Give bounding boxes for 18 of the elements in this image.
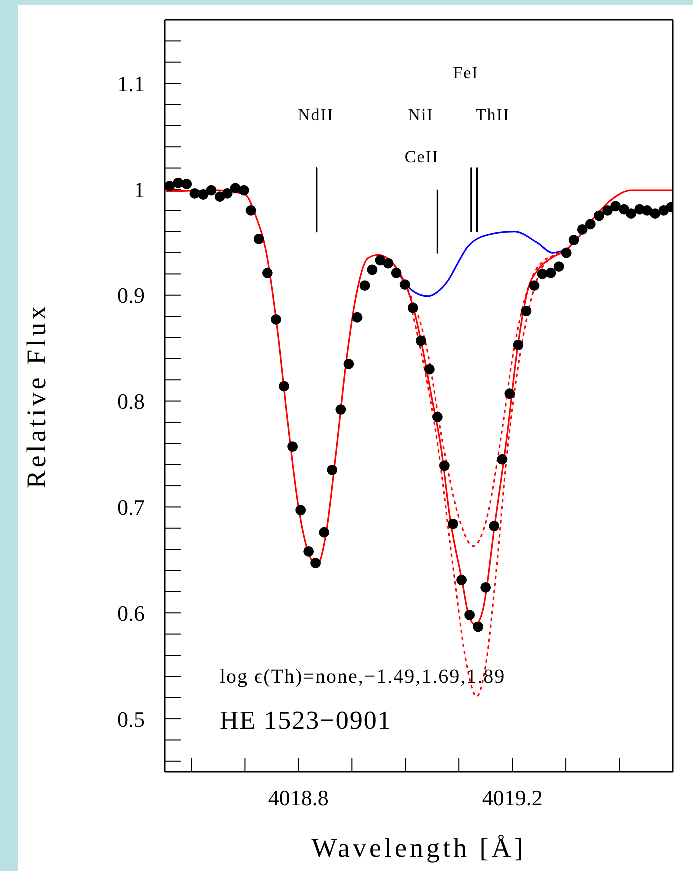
y-tick-label: 0.9 xyxy=(118,283,145,308)
x-tick-label: 4018.8 xyxy=(268,786,329,811)
annotation: HE 1523−0901 xyxy=(220,706,392,735)
y-tick-label: 0.5 xyxy=(118,706,145,732)
y-tick-label: 1.1 xyxy=(118,71,145,96)
annotation: NdII xyxy=(298,106,334,124)
y-tick-label: 1 xyxy=(134,177,145,202)
annotation: log ϵ(Th)=none,−1.49,1.69,1.89 xyxy=(220,666,506,688)
y-tick-label: 0.6 xyxy=(118,600,145,626)
annotation: ThII xyxy=(476,106,510,124)
y-axis-title: Relative Flux xyxy=(22,303,52,489)
y-tick-label: 0.8 xyxy=(118,389,145,414)
annotation: FeI xyxy=(453,64,479,82)
y-tick-label: 0.7 xyxy=(118,495,145,520)
annotation: CeII xyxy=(404,148,440,166)
x-tick-label: 4019.2 xyxy=(482,786,543,811)
x-axis-title: Wavelength [Å] xyxy=(312,833,526,863)
annotation: NiI xyxy=(408,106,434,124)
